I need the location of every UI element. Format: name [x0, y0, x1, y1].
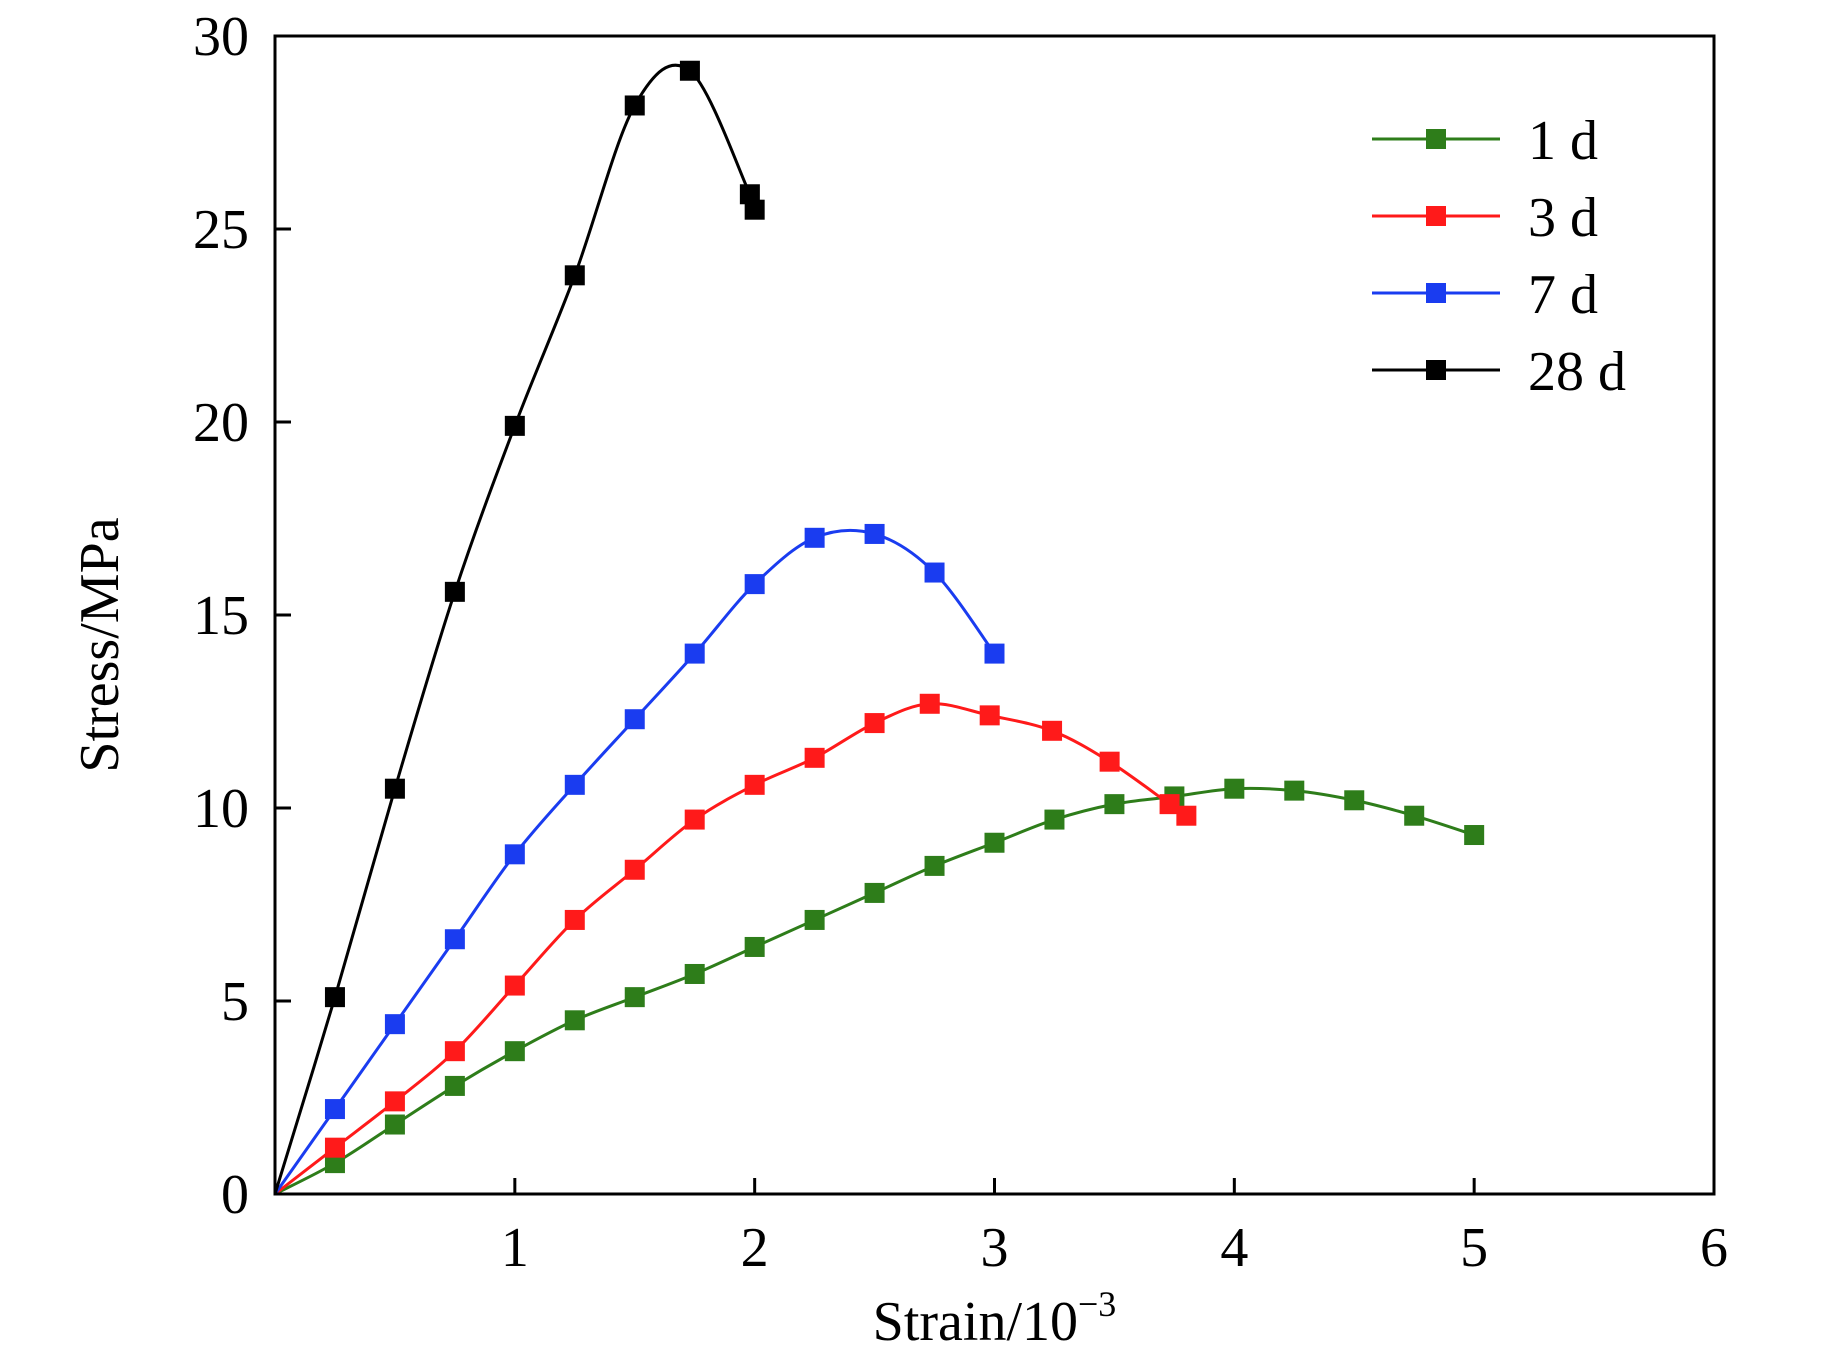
data-point-1d [984, 832, 1005, 853]
legend-item-1d: 1 d [1372, 110, 1598, 172]
data-point-1d [324, 1153, 345, 1174]
x-tick-label: 4 [1220, 1217, 1248, 1279]
data-point-1d [1284, 780, 1305, 801]
data-point-7d [624, 709, 645, 730]
data-point-7d [384, 1014, 405, 1035]
data-point-1d [1104, 794, 1125, 815]
data-point-3d [444, 1041, 465, 1062]
y-tick-label: 15 [193, 585, 249, 647]
x-tick-label: 6 [1700, 1217, 1728, 1279]
series-line-3d [274, 702, 1188, 1196]
y-axis-ticks: 0 5 10 15 20 25 30 [193, 6, 291, 1226]
data-point-1d [444, 1075, 465, 1096]
data-point-7d [984, 643, 1005, 664]
series-markers [324, 60, 1485, 1174]
y-axis-title: Stress/MPa [69, 517, 131, 772]
data-point-28d [679, 60, 700, 81]
legend-item-7d: 7 d [1372, 264, 1598, 326]
data-point-28d [624, 95, 645, 116]
data-point-1d [384, 1114, 405, 1135]
data-point-3d [564, 909, 585, 930]
y-tick-label: 30 [193, 6, 249, 68]
plot-frame [273, 34, 1716, 1196]
data-point-28d [384, 778, 405, 799]
legend-label: 3 d [1528, 187, 1598, 249]
data-point-28d [504, 415, 525, 436]
data-point-7d [744, 574, 765, 595]
data-point-1d [924, 855, 945, 876]
data-point-3d [919, 693, 940, 714]
data-point-1d [624, 987, 645, 1008]
data-point-3d [979, 705, 1000, 726]
data-point-1d [864, 882, 885, 903]
legend-item-3d: 3 d [1372, 187, 1598, 249]
data-point-1d [1344, 790, 1365, 811]
data-point-28d [744, 199, 765, 220]
legend: 1 d 3 d 7 d 28 d [1372, 110, 1626, 403]
data-point-3d [624, 859, 645, 880]
data-point-1d [744, 936, 765, 957]
series-line-28d [273, 63, 758, 1195]
data-point-3d [384, 1091, 405, 1112]
data-point-7d [504, 844, 525, 865]
data-point-7d [324, 1099, 345, 1120]
series-line-1d [274, 786, 1475, 1196]
data-point-28d [444, 581, 465, 602]
data-point-1d [1464, 825, 1485, 846]
legend-swatch-marker [1426, 283, 1446, 303]
data-point-1d [564, 1010, 585, 1031]
legend-item-28d: 28 d [1372, 341, 1626, 403]
legend-swatch-marker [1426, 129, 1446, 149]
x-axis-ticks: 1 2 3 4 5 6 [501, 1178, 1728, 1279]
data-point-7d [444, 929, 465, 950]
legend-label: 1 d [1528, 110, 1598, 172]
data-point-1d [1404, 805, 1425, 826]
data-point-7d [804, 527, 825, 548]
data-point-3d [324, 1137, 345, 1158]
data-point-3d [1176, 805, 1197, 826]
y-tick-label: 10 [193, 778, 249, 840]
data-point-3d [1159, 794, 1180, 815]
data-point-1d [1044, 809, 1065, 830]
legend-label: 7 d [1528, 264, 1598, 326]
data-point-3d [1099, 751, 1120, 772]
legend-label: 28 d [1528, 341, 1626, 403]
series-curves [273, 63, 1475, 1196]
data-point-3d [504, 975, 525, 996]
x-tick-label: 3 [981, 1217, 1009, 1279]
legend-swatch-marker [1426, 360, 1446, 380]
data-point-7d [864, 523, 885, 544]
y-tick-label: 5 [221, 971, 249, 1033]
data-point-1d [504, 1041, 525, 1062]
data-point-1d [1224, 778, 1245, 799]
y-tick-label: 25 [193, 199, 249, 261]
data-point-28d [324, 987, 345, 1008]
x-tick-label: 5 [1460, 1217, 1488, 1279]
data-point-28d [564, 265, 585, 286]
data-point-28d [739, 184, 760, 205]
y-tick-label: 20 [193, 392, 249, 454]
data-point-7d [684, 643, 705, 664]
data-point-1d [804, 909, 825, 930]
data-point-3d [1042, 720, 1063, 741]
y-tick-label: 0 [221, 1164, 249, 1226]
data-point-7d [564, 774, 585, 795]
data-point-1d [684, 963, 705, 984]
data-point-3d [744, 774, 765, 795]
x-tick-label: 2 [741, 1217, 769, 1279]
data-point-3d [864, 713, 885, 734]
data-point-3d [804, 747, 825, 768]
legend-swatch-marker [1426, 206, 1446, 226]
x-axis-title: Strain/10−3 [873, 1284, 1117, 1353]
data-point-7d [924, 562, 945, 583]
data-point-3d [684, 809, 705, 830]
x-tick-label: 1 [501, 1217, 529, 1279]
